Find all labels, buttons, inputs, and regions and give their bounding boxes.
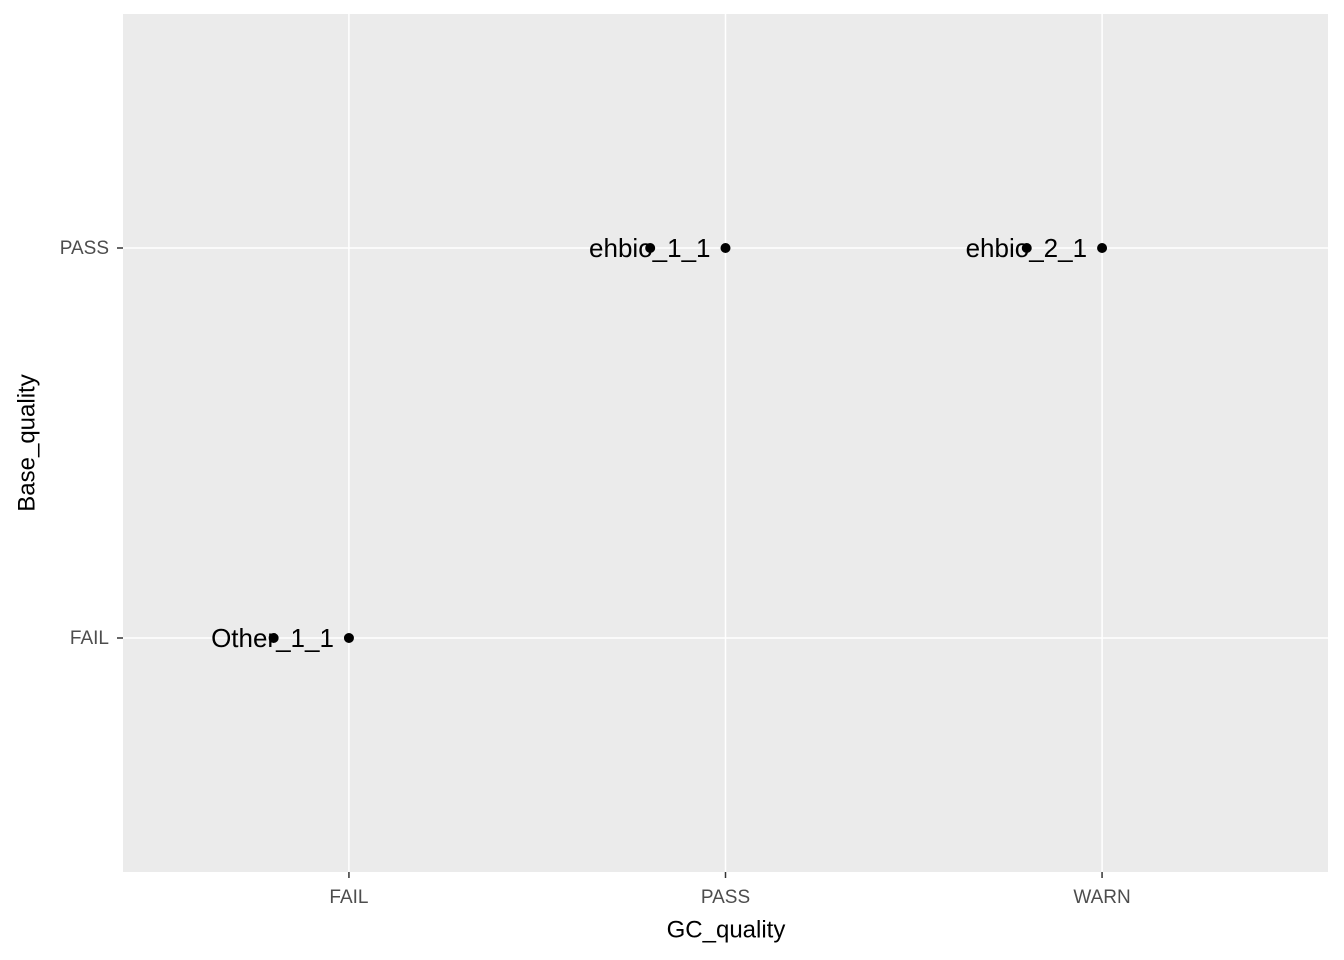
x-axis-title: GC_quality	[667, 916, 786, 943]
y-tick-label: FAIL	[70, 628, 109, 649]
label-anchor	[1021, 243, 1032, 253]
y-tick-label: PASS	[60, 238, 109, 259]
point	[720, 243, 731, 253]
label-anchor	[268, 633, 279, 643]
y-axis-title: Base_quality	[13, 374, 40, 511]
point	[1097, 243, 1108, 253]
x-tick-label: WARN	[1073, 887, 1130, 908]
x-tick-label: PASS	[701, 887, 750, 908]
x-tick-label: FAIL	[329, 887, 368, 908]
label-anchor	[645, 243, 656, 253]
point	[343, 633, 354, 643]
